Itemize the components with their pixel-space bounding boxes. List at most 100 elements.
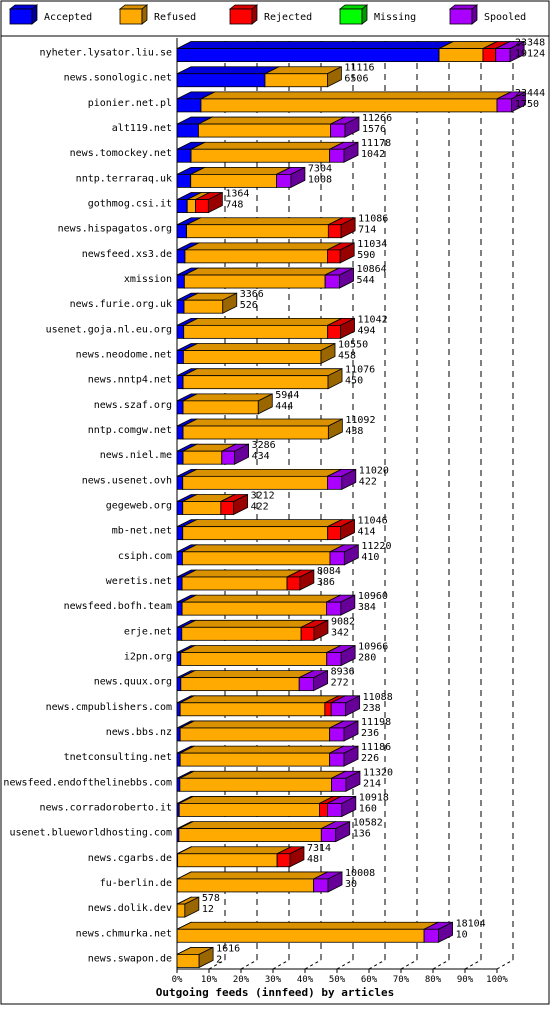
accepted-count-label: 748 — [225, 200, 243, 211]
accepted-count-label: 1576 — [362, 124, 386, 135]
feed-host-label: news.szaf.org — [94, 400, 172, 411]
bar-segment-refused — [182, 425, 329, 440]
feed-host-label: news.furie.org.uk — [70, 299, 172, 310]
accepted-count-label: 136 — [353, 829, 371, 840]
feed-host-label: weretis.net — [106, 576, 172, 587]
bar-segment-refused — [182, 475, 328, 490]
bar-segment-refused — [178, 803, 320, 817]
feed-host-label: usenet.blueworldhosting.com — [9, 828, 172, 839]
bar-segment-spooled — [324, 274, 340, 289]
bar-segment-spooled-side — [343, 141, 359, 163]
bar-segment-refused — [182, 450, 223, 465]
bar-segment-rejected — [326, 249, 341, 264]
bar-segment-refused — [186, 224, 329, 239]
legend-swatch-side — [31, 4, 38, 25]
bar-segment-refused — [182, 526, 329, 541]
bar-segment-refused-top — [200, 91, 512, 100]
offered-count-label: 10582 — [353, 818, 383, 829]
bar-segment-refused-top — [182, 544, 345, 553]
bar-segment-accepted — [176, 601, 183, 616]
offered-count-label: 10918 — [359, 792, 389, 803]
feed-host-label: newsfeed.xs3.de — [82, 249, 172, 260]
bar-segment-spooled-side — [234, 443, 250, 465]
bar-segment-spooled-side — [327, 871, 343, 893]
bar-segment-spooled — [329, 551, 345, 566]
bar-segment-accepted — [176, 224, 187, 239]
bar-segment-rejected — [327, 224, 342, 239]
bar-segment-refused — [176, 903, 186, 918]
bar-segment-rejected — [327, 526, 341, 541]
bar-segment-refused — [186, 199, 196, 213]
offered-count-label: 3286 — [252, 440, 276, 451]
feed-host-label: news.swapon.de — [88, 953, 172, 964]
bar-segment-refused-top — [179, 796, 334, 804]
bar-segment-accepted — [176, 777, 181, 792]
accepted-count-label: 272 — [331, 678, 349, 689]
bar-segment-refused-top — [182, 519, 342, 528]
accepted-count-label: 342 — [331, 627, 349, 638]
bar-segment-spooled — [330, 702, 347, 717]
bar-segment-rejected — [318, 803, 328, 817]
bar-segment-refused — [182, 375, 329, 390]
bar-segment-refused — [176, 928, 425, 943]
feed-host-label: nntp.terraraq.uk — [76, 173, 172, 184]
bar-segment-refused-top — [180, 670, 314, 679]
feed-host-label: usenet.goja.nl.eu.org — [46, 324, 172, 335]
offered-count-label: 11186 — [361, 742, 391, 753]
accepted-count-label: 160 — [359, 803, 377, 814]
accepted-count-label: 30 — [345, 879, 357, 890]
feed-host-label: news.dolik.dev — [88, 903, 172, 914]
bar-segment-accepted — [176, 148, 192, 163]
bar-segment-spooled-side — [343, 745, 359, 767]
bar-segment-spooled — [221, 450, 236, 465]
bar-segment-accepted — [176, 727, 181, 742]
bar-segment-refused-side — [198, 946, 214, 969]
offered-count-label: 11020 — [359, 465, 389, 476]
legend-label: Refused — [154, 12, 196, 23]
legend-label: Spooled — [484, 12, 526, 23]
bar-segment-refused-top — [176, 921, 439, 930]
bar-segment-refused — [198, 123, 332, 138]
bar-segment-refused-side — [257, 393, 273, 415]
offered-count-label: 1364 — [225, 189, 249, 200]
offered-count-label: 11198 — [361, 717, 391, 728]
bar-segment-accepted — [176, 652, 182, 666]
grid-line-diagonal — [336, 959, 354, 970]
bar-segment-refused-top — [178, 821, 336, 830]
bar-segment-spooled — [331, 777, 347, 792]
offered-count-label: 11266 — [362, 113, 392, 124]
accepted-count-label: 444 — [275, 401, 293, 412]
bar-segment-refused-side — [184, 896, 200, 918]
accepted-count-label: 280 — [358, 652, 376, 663]
accepted-count-label: 10 — [456, 929, 468, 940]
bar-segment-accepted — [176, 324, 185, 339]
x-tick-label: 90% — [457, 975, 474, 985]
bar-segment-accepted — [176, 98, 202, 113]
accepted-count-label: 1008 — [308, 174, 332, 185]
grid-line-diagonal — [432, 959, 450, 970]
bar-segment-accepted — [176, 475, 184, 490]
accepted-count-label: 12 — [202, 904, 214, 915]
bar-segment-rejected — [300, 626, 315, 641]
accepted-count-label: 590 — [357, 250, 375, 261]
feed-host-label: newsfeed.bofh.team — [64, 601, 172, 612]
bar-segment-spooled-side — [509, 40, 525, 63]
bar-segment-accepted — [176, 702, 181, 717]
offered-count-label: 11076 — [345, 365, 375, 376]
bar-segment-spooled-side — [345, 770, 361, 792]
bar-segment-spooled — [326, 475, 343, 490]
offered-count-label: 11092 — [345, 415, 375, 426]
accepted-count-label: 422 — [359, 476, 377, 487]
bar-segment-refused-side — [327, 418, 343, 440]
legend-label: Rejected — [264, 12, 312, 23]
offered-count-label: 23444 — [515, 88, 545, 99]
bar-segment-refused — [182, 551, 331, 566]
bar-segment-rejected-side — [340, 317, 355, 340]
offered-count-label: 11042 — [358, 314, 388, 325]
bar-segment-refused — [183, 299, 224, 314]
bar-segment-accepted — [176, 274, 185, 289]
bar-segment-rejected-side — [340, 217, 356, 239]
accepted-count-label: 422 — [251, 502, 269, 513]
